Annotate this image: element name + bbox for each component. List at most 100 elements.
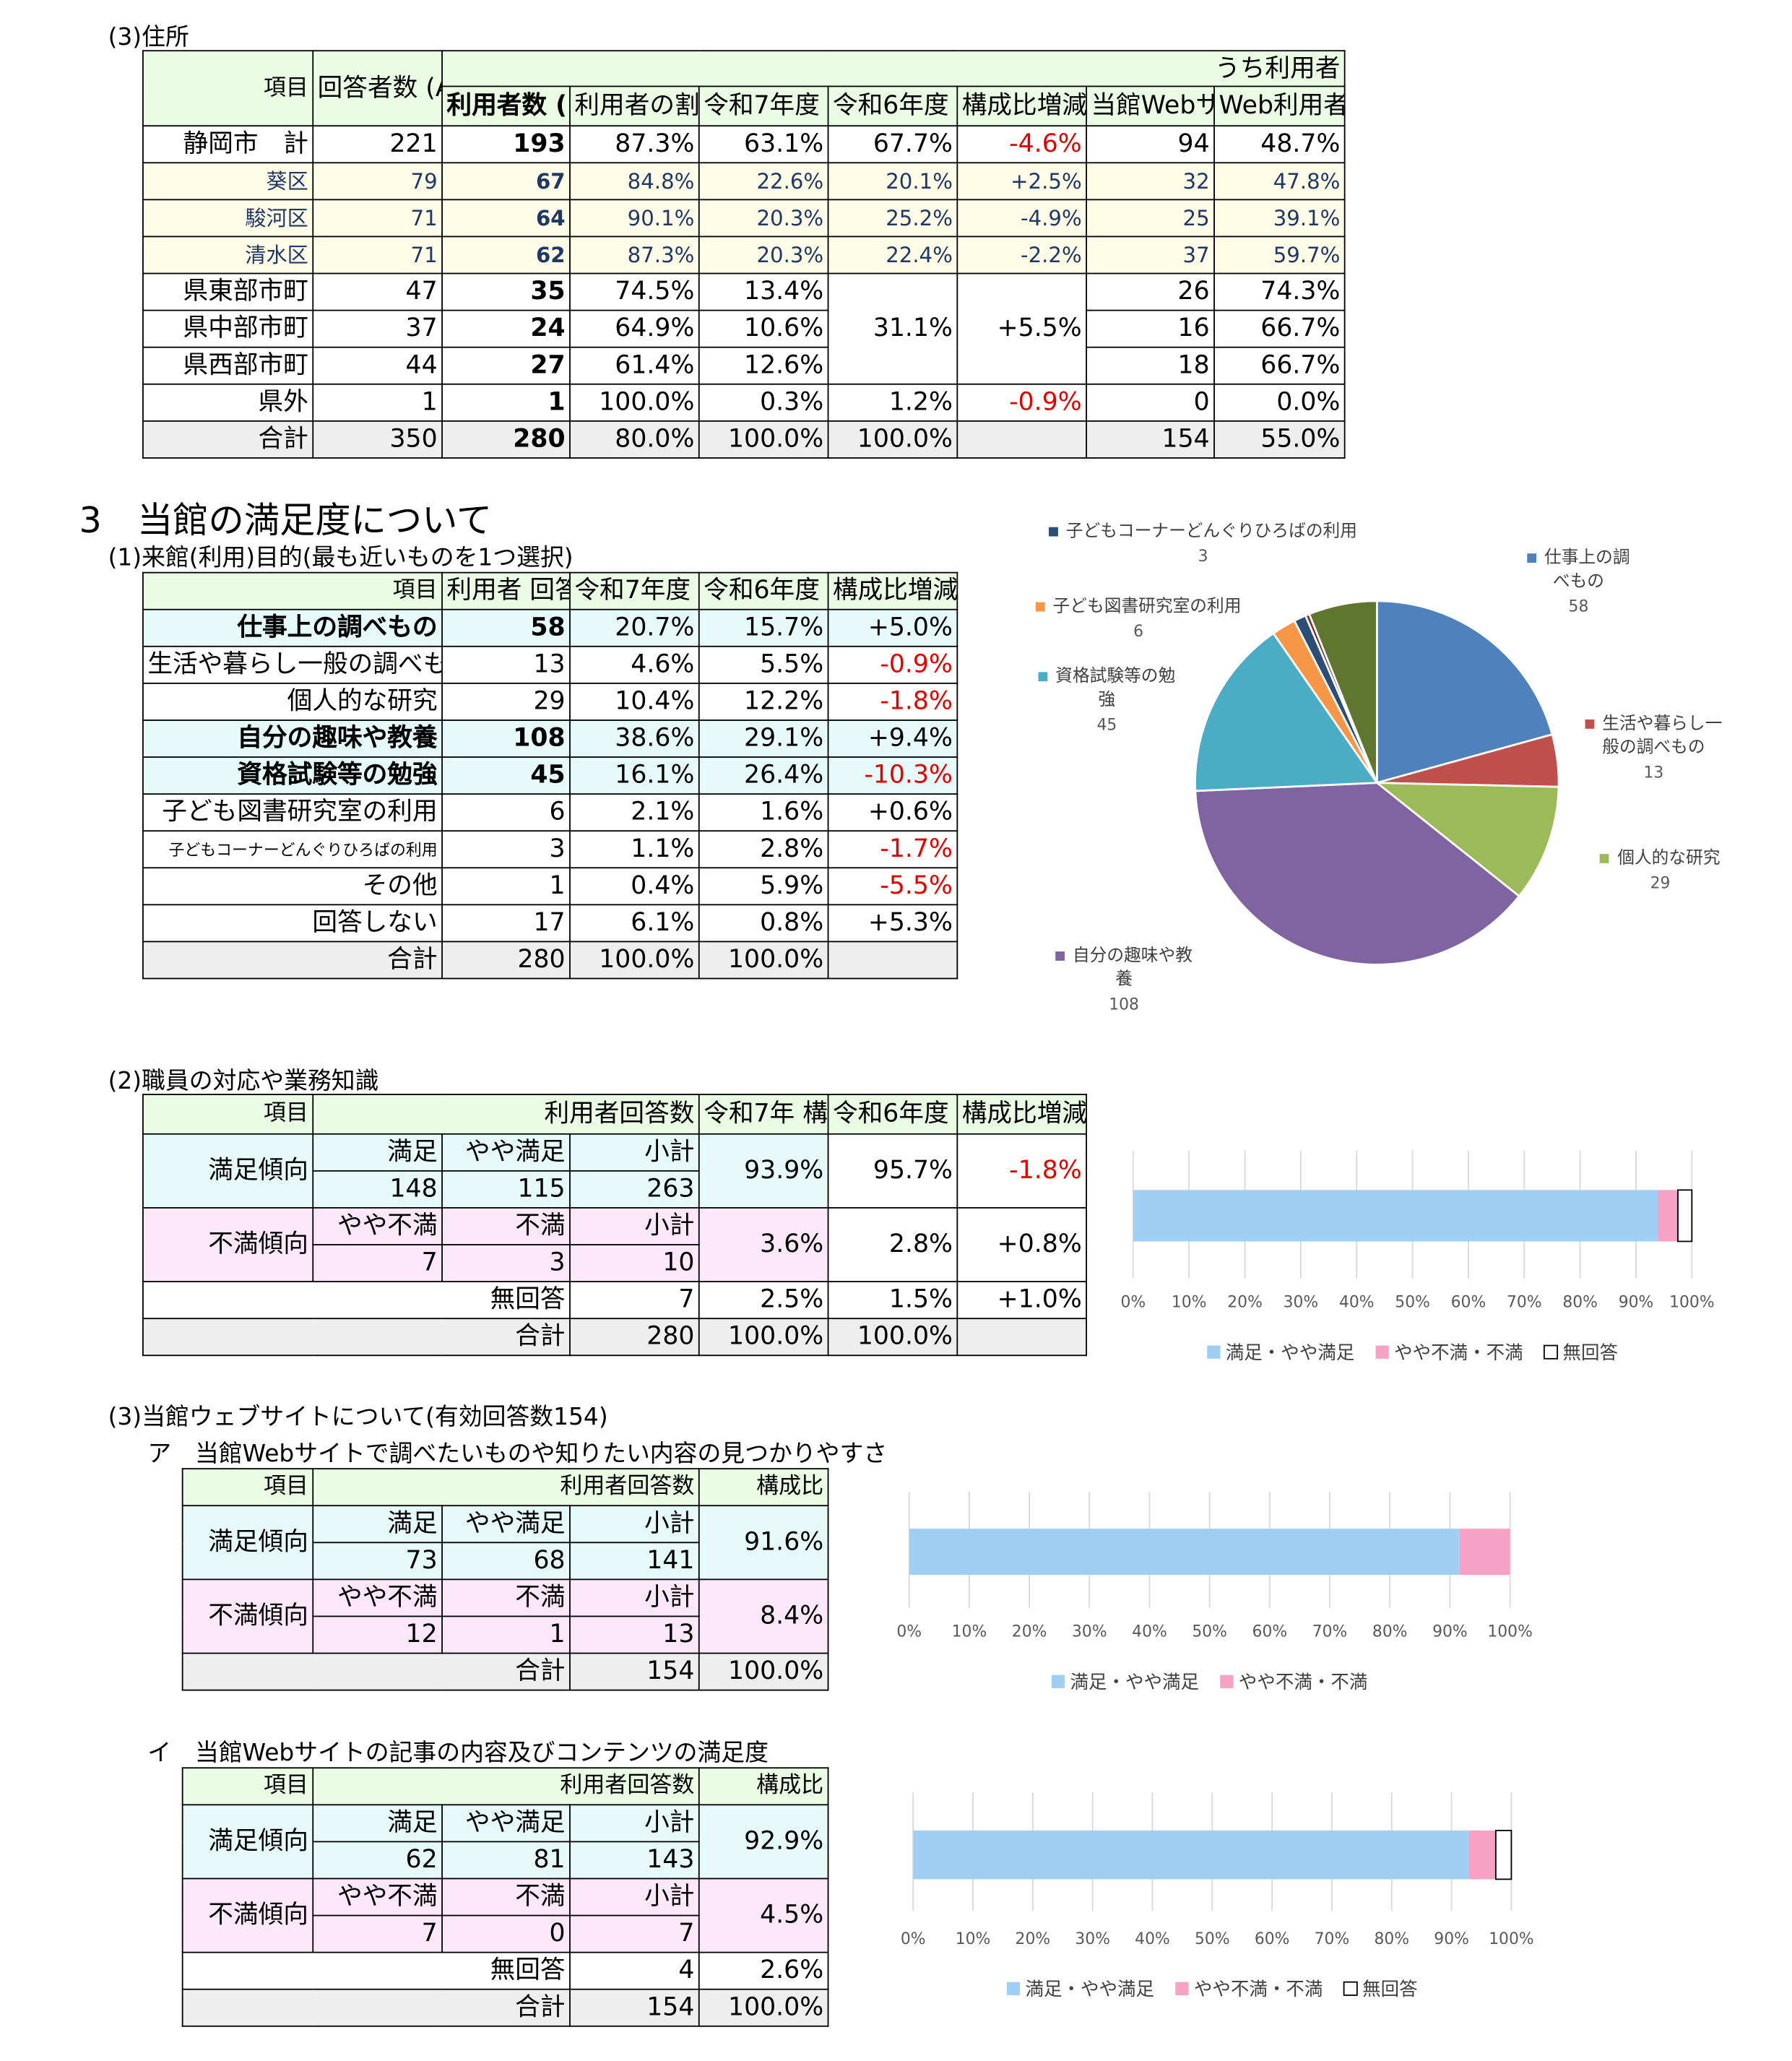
table-cell: 3.6% <box>698 1207 829 1283</box>
header-cell: 項目 <box>181 1767 314 1806</box>
table-cell: 38.6% <box>569 720 700 758</box>
table-cell: 仕事上の調べもの <box>142 608 443 647</box>
sub-heading: ア 当館Webサイトで調べたいものや知りたい内容の見つかりやすさ <box>147 1440 888 1469</box>
table-cell: 2.8% <box>827 1207 958 1283</box>
table-row: 無回答 4 2.6% <box>181 1951 829 1990</box>
empty-cell <box>956 420 1088 459</box>
table-cell: 17 <box>441 904 571 943</box>
table-cell: 12.2% <box>698 682 829 721</box>
table-cell: 1.2% <box>827 383 958 422</box>
table-cell: 87.3% <box>569 236 700 275</box>
table-cell: 25.2% <box>827 199 958 238</box>
table-cell: 100.0% <box>698 1318 829 1357</box>
x-tick-label: 10% <box>1172 1294 1207 1312</box>
label-swatch <box>1049 527 1058 537</box>
value-label: 6 <box>1133 622 1144 641</box>
table-cell: 32 <box>1086 162 1215 201</box>
table-cell: 35 <box>441 272 571 311</box>
header-cell: 項目 <box>181 1468 314 1507</box>
table-cell: 満足傾向 <box>181 1505 314 1581</box>
table-cell: 280 <box>441 420 571 459</box>
label-swatch <box>1035 602 1045 612</box>
table-cell: 15.7% <box>698 608 829 647</box>
table-cell: やや満足 <box>441 1505 571 1544</box>
table-cell: 154 <box>569 1652 700 1691</box>
bar-segment <box>1677 1189 1693 1243</box>
x-tick-label: 20% <box>1016 1930 1051 1948</box>
table-cell: 94 <box>1086 125 1215 164</box>
pie-label: 自分の趣味や教養 108 <box>1055 945 1192 1016</box>
table-cell: 143 <box>569 1841 700 1880</box>
x-tick-label: 0% <box>901 1930 926 1948</box>
table-cell: 小計 <box>569 1207 700 1245</box>
table-row: 62 81 143 <box>183 1841 828 1880</box>
table-cell: +1.0% <box>956 1281 1088 1320</box>
table-row: 73 68 141 <box>183 1542 828 1581</box>
legend-label: 無回答 <box>1562 1342 1618 1364</box>
table-cell: -10.3% <box>827 756 958 795</box>
table-cell: 無回答 <box>142 1281 571 1320</box>
table-cell: 葵区 <box>142 162 314 201</box>
table-cell: 80.0% <box>569 420 700 459</box>
table-cell: 県西部市町 <box>142 346 314 385</box>
label-swatch <box>1527 553 1537 563</box>
section-heading: (3)当館ウェブサイトについて(有効回答数154) <box>108 1403 608 1432</box>
table-cell: 115 <box>441 1170 571 1209</box>
table-cell: 0.0% <box>1213 383 1346 422</box>
legend-label: 無回答 <box>1362 1979 1418 2000</box>
header-cell: 利用者数 (B) <box>441 85 571 127</box>
table-cell: +5.3% <box>827 904 958 943</box>
table-cell: 64 <box>441 199 571 238</box>
x-tick-label: 90% <box>1619 1294 1654 1312</box>
table-cell: 58 <box>441 608 571 647</box>
legend-swatch <box>1175 1982 1189 1995</box>
table-cell: 37 <box>312 309 443 348</box>
header-cell: 令和7年度 構成比(C) <box>698 85 829 127</box>
table-cell: -0.9% <box>956 383 1088 422</box>
table-cell: 合計 <box>142 941 443 980</box>
table-cell: 個人的な研究 <box>142 682 443 721</box>
table-cell: 不満 <box>441 1878 571 1917</box>
table-cell: 満足 <box>312 1505 443 1544</box>
table-row: 148 115 263 <box>143 1170 1086 1209</box>
table-row: 県外 1 1 100.0% 0.3% 1.2% -0.9% 0 0.0% <box>142 383 1346 422</box>
table-cell: 92.9% <box>698 1804 829 1880</box>
header-cell: 利用者回答数 <box>312 1094 700 1135</box>
table-cell: 不満 <box>441 1578 571 1617</box>
table-cell: 不満 <box>441 1207 571 1245</box>
table-cell: -2.2% <box>956 236 1088 275</box>
header-cell: 構成比増減率 (C)-(D) <box>956 85 1088 127</box>
table-cell: 1 <box>441 867 571 906</box>
value-label: 3 <box>1198 547 1208 566</box>
table-cell: 満足傾向 <box>142 1133 314 1209</box>
header-cell: 令和7年度 構成比(A) <box>569 571 700 610</box>
x-tick-label: 90% <box>1432 1623 1468 1641</box>
bar-segment <box>913 1830 1469 1880</box>
x-tick-label: 20% <box>1227 1294 1263 1312</box>
bar-segment <box>1494 1829 1512 1880</box>
table-cell: 7 <box>569 1914 700 1953</box>
table-cell: 資格試験等の勉強 <box>142 756 443 795</box>
x-tick-label: 100% <box>1487 1623 1533 1641</box>
table-row: 仕事上の調べもの 58 20.7% 15.7% +5.0% <box>142 608 958 647</box>
table-cell: 20.1% <box>827 162 958 201</box>
x-tick-label: 80% <box>1562 1294 1598 1312</box>
pie-label: 子どもコーナーどんぐりひろばの利用 3 <box>1031 521 1374 569</box>
x-tick-label: 60% <box>1451 1294 1486 1312</box>
category-label: 仕事上の調べもの <box>1544 548 1630 592</box>
x-tick-label: 80% <box>1374 1930 1409 1948</box>
table-cell: 12 <box>312 1615 443 1654</box>
x-tick-label: 60% <box>1252 1623 1288 1641</box>
table-cell: +0.8% <box>956 1207 1088 1283</box>
x-tick-label: 40% <box>1132 1623 1167 1641</box>
table-cell: 71 <box>312 199 443 238</box>
table-cell: 68 <box>441 1542 571 1581</box>
table-cell: +5.0% <box>827 608 958 647</box>
table-cell: 100.0% <box>569 941 700 980</box>
table-row: 不満傾向 やや不満 不満 小計 4.5% <box>181 1878 829 1953</box>
table-cell: 22.6% <box>698 162 829 201</box>
table-row: 県西部市町 44 27 61.4% 12.6% 18 66.7% <box>142 346 1346 385</box>
table-cell: 100.0% <box>827 420 958 459</box>
